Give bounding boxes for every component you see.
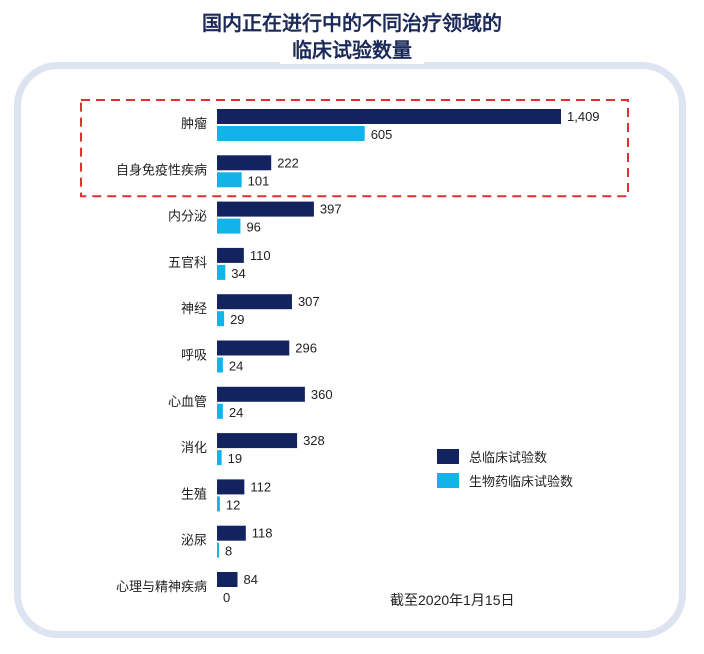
- category-label: 泌尿: [181, 534, 207, 549]
- data-label-bio: 96: [246, 220, 260, 235]
- title-line-2: 临床试验数量: [280, 37, 424, 64]
- data-label-total: 328: [303, 433, 325, 448]
- bar-bio: [217, 357, 223, 373]
- data-label-total: 118: [252, 526, 273, 541]
- category-label: 内分泌: [168, 209, 207, 225]
- category-label: 神经: [181, 302, 207, 317]
- bar-total: [217, 294, 292, 310]
- bar-total: [217, 386, 305, 402]
- data-label-bio: 29: [230, 312, 244, 327]
- category-label: 心血管: [168, 395, 207, 410]
- data-label-total: 110: [250, 248, 271, 263]
- data-label-total: 296: [295, 341, 317, 356]
- legend-swatch-total: [437, 448, 459, 464]
- legend-label-bio: 生物药临床试验数: [469, 474, 574, 490]
- bar-bio: [217, 450, 222, 466]
- data-label-bio: 8: [225, 544, 232, 559]
- legend-label-total: 总临床试验数: [469, 450, 548, 466]
- data-label-total: 1,409: [567, 109, 600, 124]
- data-label-total: 222: [277, 155, 299, 170]
- data-label-bio: 19: [228, 451, 242, 466]
- data-label-bio: 24: [229, 359, 243, 374]
- bar-total: [217, 109, 561, 124]
- data-label-bio: 34: [231, 266, 245, 281]
- legend-item-bio: 生物药临床试验数: [437, 468, 573, 492]
- bar-total: [217, 201, 314, 217]
- data-label-total: 397: [320, 202, 342, 217]
- data-label-total: 112: [250, 479, 271, 494]
- data-label-bio: 101: [248, 173, 270, 188]
- bar-total: [217, 525, 246, 541]
- data-label-bio: 24: [229, 405, 243, 420]
- title-line-1: 国内正在进行中的不同治疗领域的: [194, 10, 510, 37]
- data-label-bio: 605: [371, 127, 393, 142]
- bar-bio: [217, 126, 365, 141]
- data-label-total: 307: [298, 294, 320, 309]
- bar-total: [217, 479, 245, 495]
- category-label: 消化: [181, 441, 207, 456]
- category-label: 五官科: [168, 255, 207, 271]
- legend-item-total: 总临床试验数: [437, 444, 573, 468]
- bar-total: [217, 340, 290, 356]
- bar-bio: [217, 496, 220, 512]
- card-frame: [14, 62, 686, 638]
- chart-title: 国内正在进行中的不同治疗领域的 临床试验数量: [0, 10, 704, 64]
- data-label-bio: 0: [223, 590, 230, 605]
- bar-bio: [217, 172, 242, 188]
- bar-total: [217, 433, 298, 449]
- category-label: 生殖: [181, 486, 207, 502]
- bar-total: [217, 155, 272, 171]
- bar-bio: [217, 542, 219, 558]
- legend-swatch-bio: [437, 472, 459, 488]
- data-label-bio: 12: [226, 497, 240, 512]
- category-label: 自身免疫性疾病: [116, 162, 207, 178]
- bar-bio: [217, 218, 241, 234]
- data-label-total: 84: [244, 572, 258, 587]
- bar-total: [217, 247, 244, 263]
- bar-bio: [217, 311, 225, 327]
- category-label: 呼吸: [181, 349, 207, 364]
- category-label: 肿瘤: [181, 116, 207, 132]
- bar-bio: [217, 403, 223, 419]
- bar-total: [217, 572, 238, 587]
- category-label: 心理与精神疾病: [116, 580, 207, 595]
- highlight-box: [80, 99, 629, 198]
- data-label-total: 360: [311, 387, 333, 402]
- legend: 总临床试验数 生物药临床试验数: [437, 444, 573, 492]
- date-note: 截至2020年1月15日: [390, 592, 515, 608]
- bar-bio: [217, 264, 226, 280]
